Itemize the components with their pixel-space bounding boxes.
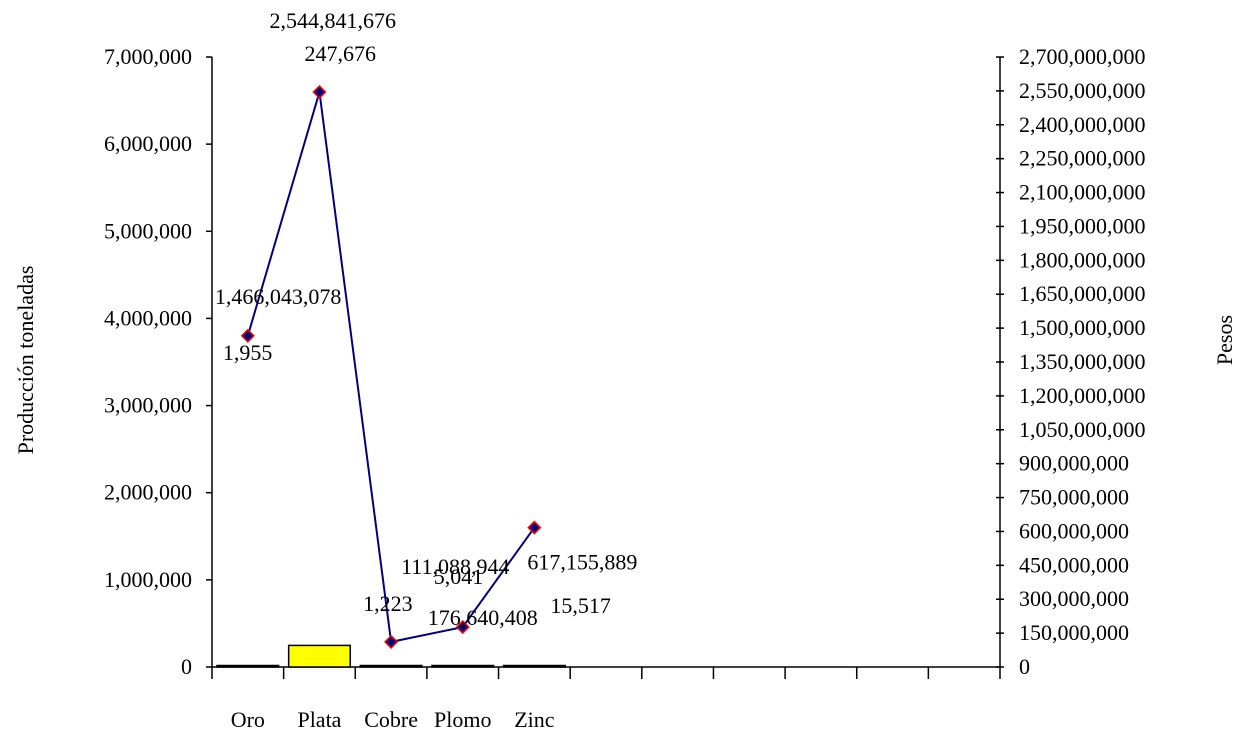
left-tick-label: 0	[181, 654, 192, 679]
right-tick-label: 750,000,000	[1019, 485, 1129, 510]
right-tick-label: 1,200,000,000	[1019, 383, 1146, 408]
bar	[287, 644, 352, 668]
left-tick-label: 5,000,000	[104, 218, 192, 243]
category-label: Oro	[231, 707, 265, 732]
right-tick-label: 450,000,000	[1019, 552, 1129, 577]
right-tick-label: 2,250,000,000	[1019, 146, 1146, 171]
right-tick-label: 1,650,000,000	[1019, 281, 1146, 306]
category-label: Plomo	[434, 707, 491, 732]
line-data-label: 1,466,043,078	[215, 284, 342, 309]
category-label: Cobre	[364, 707, 418, 732]
line-data-label: 111,088,944	[401, 554, 509, 579]
bar-data-label: 1,223	[363, 591, 413, 616]
right-tick-label: 1,950,000,000	[1019, 213, 1146, 238]
y2-axis-title: Pesos	[1212, 315, 1237, 365]
right-tick-label: 600,000,000	[1019, 518, 1129, 543]
bar-data-label: 15,517	[550, 593, 611, 618]
line-marker	[312, 84, 327, 100]
left-tick-label: 7,000,000	[104, 44, 192, 69]
left-tick-label: 2,000,000	[104, 480, 192, 505]
bar	[502, 664, 566, 668]
bar	[359, 664, 423, 668]
left-tick-label: 3,000,000	[104, 393, 192, 418]
right-tick-label: 1,350,000,000	[1019, 349, 1146, 374]
line-marker	[240, 328, 255, 343]
right-tick-label: 2,400,000,000	[1019, 112, 1146, 137]
line-data-label: 2,544,841,676	[269, 8, 396, 33]
bar	[216, 664, 280, 668]
bar-data-label: 1,955	[223, 340, 273, 365]
left-tick-label: 1,000,000	[104, 567, 192, 592]
bar-data-label: 247,676	[304, 41, 376, 66]
right-tick-label: 2,100,000,000	[1019, 180, 1146, 205]
left-tick-label: 4,000,000	[104, 305, 192, 330]
line-data-label: 176,640,408	[428, 605, 538, 630]
line-marker	[455, 620, 470, 635]
right-tick-label: 2,700,000,000	[1019, 44, 1146, 69]
right-tick-label: 150,000,000	[1019, 620, 1129, 645]
right-tick-label: 0	[1019, 654, 1030, 679]
line-marker	[384, 634, 399, 649]
y-axis-title: Producción toneladas	[13, 266, 38, 455]
right-tick-label: 300,000,000	[1019, 586, 1129, 611]
left-tick-label: 6,000,000	[104, 131, 192, 156]
bar-data-label: 5,041	[434, 564, 484, 589]
category-label: Zinc	[514, 707, 555, 732]
right-tick-label: 1,800,000,000	[1019, 247, 1146, 272]
category-label: Plata	[297, 707, 341, 732]
right-tick-label: 1,050,000,000	[1019, 417, 1146, 442]
line-marker	[527, 520, 542, 535]
right-tick-label: 2,550,000,000	[1019, 78, 1146, 103]
line-data-label: 617,155,889	[527, 550, 637, 575]
right-tick-label: 900,000,000	[1019, 451, 1129, 476]
right-tick-label: 1,500,000,000	[1019, 315, 1146, 340]
bar	[431, 664, 495, 668]
